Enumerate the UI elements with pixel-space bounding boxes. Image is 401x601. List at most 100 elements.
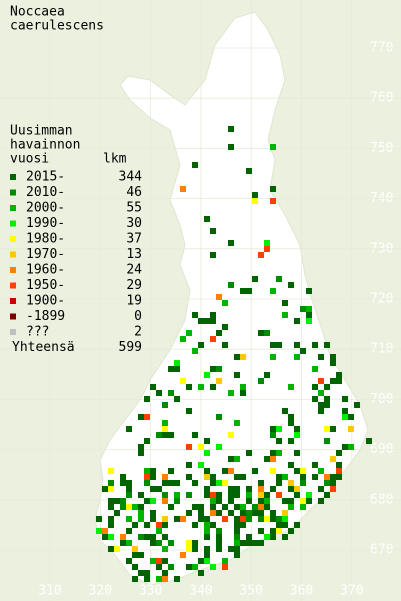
observation-square	[216, 510, 222, 516]
observation-square	[258, 504, 264, 510]
legend-label: 1980-	[26, 232, 65, 247]
observation-square	[216, 414, 222, 420]
observation-square	[198, 510, 204, 516]
observation-square	[240, 354, 246, 360]
observation-square	[258, 498, 264, 504]
observation-square	[192, 162, 198, 168]
observation-square	[186, 462, 192, 468]
observation-square	[114, 498, 120, 504]
observation-square	[162, 516, 168, 522]
legend-swatch	[10, 189, 16, 196]
observation-square	[210, 498, 216, 504]
observation-square	[108, 486, 114, 492]
observation-square	[246, 450, 252, 456]
observation-square	[132, 564, 138, 570]
legend-count: 0	[134, 309, 142, 324]
legend-count: 2	[134, 325, 142, 340]
observation-square	[240, 390, 246, 396]
legend-count: 19	[126, 294, 142, 309]
observation-square	[264, 534, 270, 540]
observation-square	[96, 528, 102, 534]
observation-square	[288, 498, 294, 504]
observation-square	[264, 372, 270, 378]
observation-square	[96, 516, 102, 522]
observation-square	[156, 564, 162, 570]
observation-square	[318, 468, 324, 474]
observation-square	[102, 486, 108, 492]
observation-square	[252, 504, 258, 510]
observation-square	[144, 534, 150, 540]
observation-square	[192, 312, 198, 318]
observation-square	[252, 510, 258, 516]
observation-square	[150, 468, 156, 474]
observation-square	[186, 384, 192, 390]
observation-square	[120, 498, 126, 504]
observation-square	[336, 474, 342, 480]
observation-square	[222, 516, 228, 522]
observation-square	[288, 504, 294, 510]
legend-swatch	[10, 220, 16, 227]
observation-square	[144, 396, 150, 402]
observation-square	[144, 438, 150, 444]
observation-square	[150, 540, 156, 546]
observation-square	[270, 510, 276, 516]
observation-square	[270, 186, 276, 192]
observation-square	[204, 534, 210, 540]
observation-square	[228, 510, 234, 516]
observation-square	[234, 534, 240, 540]
observation-square	[330, 426, 336, 432]
observation-square	[246, 534, 252, 540]
observation-square	[294, 426, 300, 432]
legend-label: 1990-	[26, 216, 65, 231]
observation-square	[240, 522, 246, 528]
observation-square	[186, 492, 192, 498]
observation-square	[306, 306, 312, 312]
observation-square	[288, 384, 294, 390]
observation-square	[186, 474, 192, 480]
observation-square	[282, 474, 288, 480]
observation-square	[168, 390, 174, 396]
observation-square	[246, 168, 252, 174]
observation-square	[264, 516, 270, 522]
observation-square	[240, 504, 246, 510]
legend-swatch	[10, 251, 16, 258]
observation-square	[210, 336, 216, 342]
observation-square	[210, 564, 216, 570]
observation-square	[252, 276, 258, 282]
observation-square	[300, 480, 306, 486]
easting-label: 360	[290, 584, 313, 599]
observation-square	[192, 522, 198, 528]
legend-heading: Uusimman	[10, 124, 73, 139]
observation-square	[216, 378, 222, 384]
observation-square	[138, 414, 144, 420]
observation-square	[258, 378, 264, 384]
observation-square	[330, 354, 336, 360]
observation-square	[318, 486, 324, 492]
observation-square	[264, 504, 270, 510]
observation-square	[210, 474, 216, 480]
observation-square	[162, 522, 168, 528]
observation-square	[126, 528, 132, 534]
observation-square	[180, 336, 186, 342]
observation-square	[228, 144, 234, 150]
observation-square	[282, 408, 288, 414]
observation-square	[162, 426, 168, 432]
observation-square	[210, 480, 216, 486]
easting-label: 340	[189, 584, 212, 599]
observation-square	[270, 342, 276, 348]
observation-square	[162, 480, 168, 486]
observation-square	[270, 426, 276, 432]
observation-square	[168, 480, 174, 486]
observation-square	[186, 444, 192, 450]
observation-square	[312, 396, 318, 402]
observation-square	[234, 528, 240, 534]
observation-square	[282, 510, 288, 516]
observation-square	[306, 312, 312, 318]
observation-square	[288, 420, 294, 426]
observation-square	[162, 498, 168, 504]
observation-square	[294, 318, 300, 324]
observation-square	[132, 552, 138, 558]
observation-square	[198, 504, 204, 510]
observation-square	[222, 324, 228, 330]
observation-square	[342, 444, 348, 450]
